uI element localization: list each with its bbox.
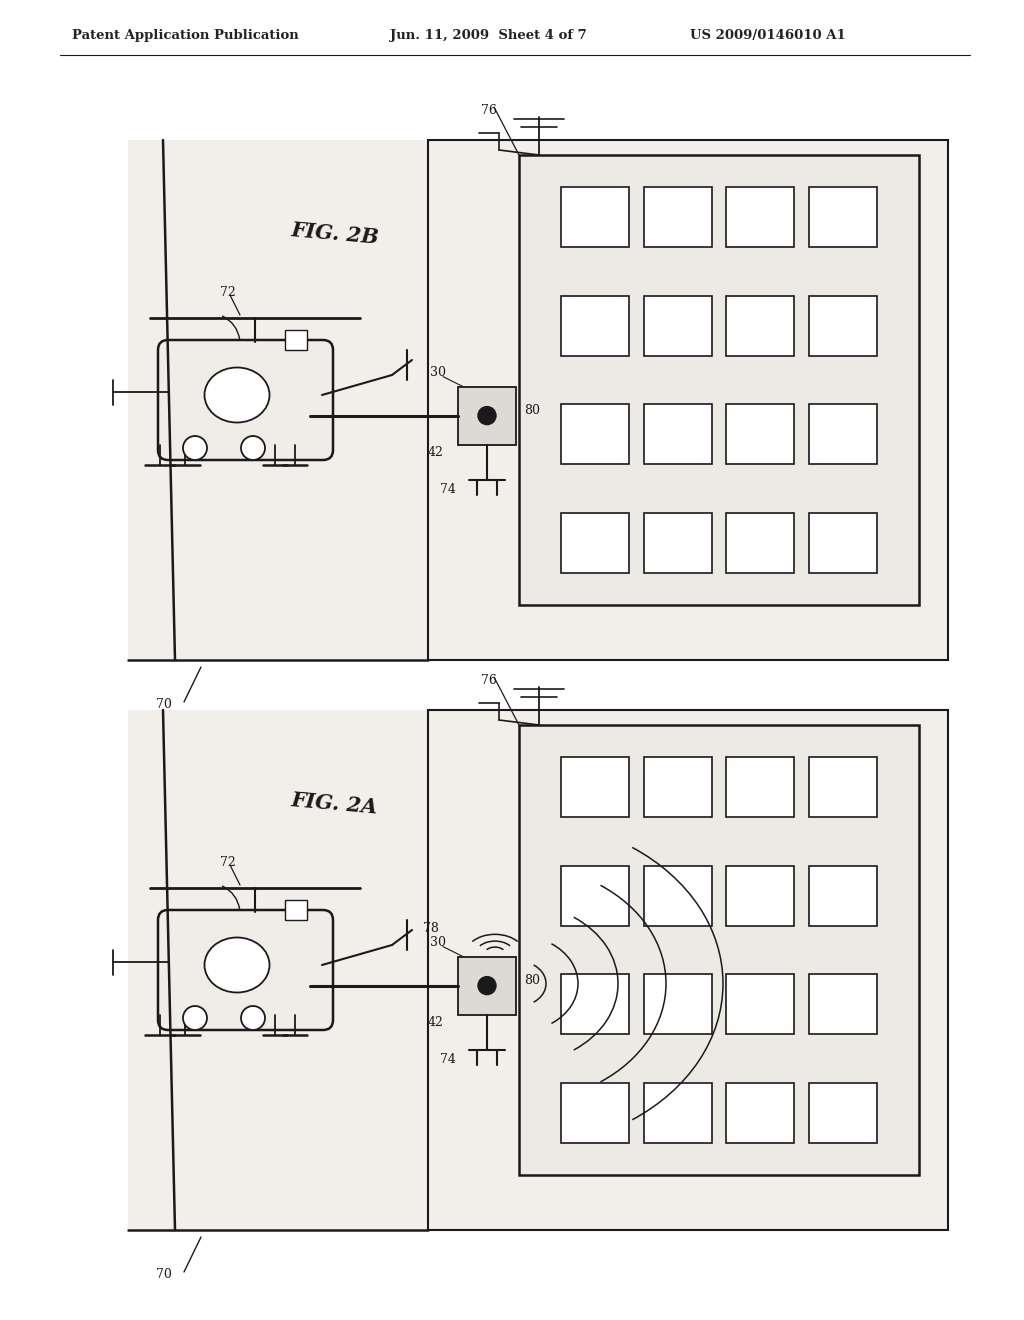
FancyBboxPatch shape [158,341,333,459]
Text: FIG. 2A: FIG. 2A [290,789,379,817]
Bar [644,866,712,925]
Bar [561,513,629,573]
Text: 42: 42 [428,1016,443,1030]
Bar [285,900,307,920]
Bar [561,756,629,817]
Bar [428,140,948,660]
Text: 80: 80 [524,974,540,987]
Bar [809,756,877,817]
Bar [519,725,919,1175]
Text: Patent Application Publication: Patent Application Publication [72,29,299,41]
Bar [644,756,712,817]
Bar [809,1082,877,1143]
Bar [561,974,629,1035]
Bar [285,330,307,350]
Circle shape [241,436,265,459]
Bar [561,404,629,465]
Bar [644,513,712,573]
Bar [561,296,629,355]
Text: 70: 70 [156,698,172,711]
Bar [809,974,877,1035]
Text: 78: 78 [423,923,439,935]
Text: 30: 30 [430,936,446,949]
Text: FIG. 2B: FIG. 2B [290,220,380,247]
Bar [809,404,877,465]
Circle shape [478,407,496,425]
Bar [644,974,712,1035]
Bar [458,957,516,1015]
Bar [726,756,795,817]
Bar [128,710,948,1230]
Text: 76: 76 [481,673,497,686]
Text: US 2009/0146010 A1: US 2009/0146010 A1 [690,29,846,41]
Text: 80: 80 [524,404,540,417]
Bar [458,387,516,445]
Text: 72: 72 [220,855,236,869]
FancyBboxPatch shape [158,909,333,1030]
Bar [726,296,795,355]
Bar [644,1082,712,1143]
Bar [726,866,795,925]
Bar [561,187,629,247]
Bar [428,710,948,1230]
Text: Jun. 11, 2009  Sheet 4 of 7: Jun. 11, 2009 Sheet 4 of 7 [390,29,587,41]
Text: 42: 42 [428,446,443,459]
Ellipse shape [205,937,269,993]
Circle shape [241,1006,265,1030]
Text: 74: 74 [440,1053,456,1067]
Text: 74: 74 [440,483,456,496]
Bar [561,1082,629,1143]
Bar [726,404,795,465]
Bar [809,296,877,355]
Bar [644,296,712,355]
Circle shape [183,436,207,459]
Bar [726,1082,795,1143]
Bar [809,866,877,925]
Text: 76: 76 [481,103,497,116]
Ellipse shape [205,367,269,422]
Text: 30: 30 [430,366,446,379]
Bar [726,187,795,247]
Bar [128,140,948,660]
Bar [519,154,919,605]
Circle shape [183,1006,207,1030]
Bar [644,404,712,465]
Text: 70: 70 [156,1269,172,1282]
Bar [644,187,712,247]
Text: 72: 72 [220,285,236,298]
Bar [726,513,795,573]
Bar [561,866,629,925]
Bar [809,513,877,573]
Bar [726,974,795,1035]
Bar [809,187,877,247]
Circle shape [478,977,496,994]
